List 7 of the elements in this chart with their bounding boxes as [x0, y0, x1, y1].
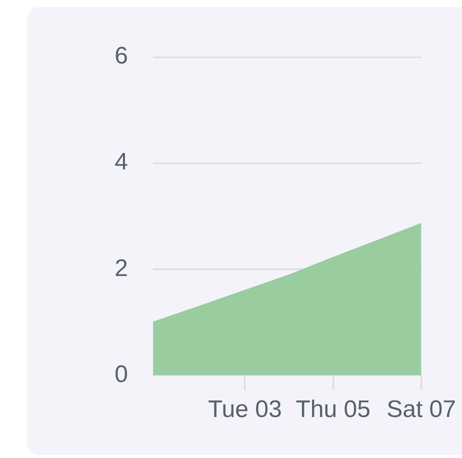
y-tick-label: 0 — [114, 360, 128, 388]
y-tick-label: 2 — [114, 254, 128, 282]
y-tick-label: 4 — [114, 148, 128, 176]
x-tick-label: Sat 07 — [386, 396, 456, 424]
x-tick-label: Tue 03 — [208, 396, 282, 424]
y-tick-label: 6 — [114, 42, 128, 70]
x-tick-label: Thu 05 — [296, 396, 370, 424]
